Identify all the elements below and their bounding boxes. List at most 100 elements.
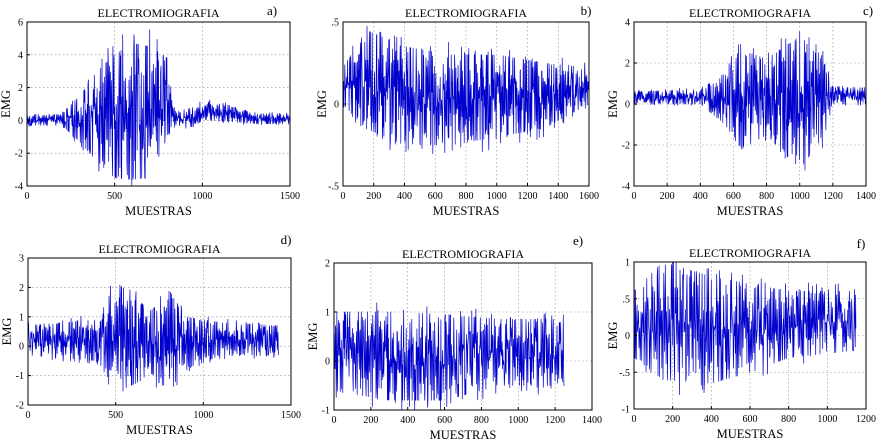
y-axis-label: EMG bbox=[606, 322, 620, 350]
y-tick-label: -1 bbox=[622, 405, 630, 416]
x-tick-label: 200 bbox=[660, 191, 675, 202]
y-tick-label: 0 bbox=[334, 100, 339, 111]
x-axis-label: MUESTRAS bbox=[433, 204, 500, 218]
emg-signal-line bbox=[342, 25, 590, 155]
y-tick-label: 1 bbox=[19, 312, 24, 323]
y-tick-label: 0 bbox=[625, 100, 630, 111]
y-tick-label: 2 bbox=[325, 259, 330, 270]
y-tick-label: -4 bbox=[622, 182, 630, 193]
x-tick-label: 1500 bbox=[281, 410, 301, 421]
panel-label: c) bbox=[863, 3, 873, 18]
x-tick-label: 400 bbox=[397, 191, 412, 202]
x-tick-label: 200 bbox=[366, 191, 381, 202]
panel-label: a) bbox=[267, 3, 277, 18]
x-tick-label: 0 bbox=[26, 410, 31, 421]
x-tick-label: 200 bbox=[363, 415, 378, 426]
y-tick-label: -.5 bbox=[328, 182, 339, 193]
chart-title: ELECTROMIOGRAFIA bbox=[98, 6, 220, 20]
chart-title: ELECTROMIOGRAFIA bbox=[689, 246, 811, 260]
x-tick-label: 1200 bbox=[856, 414, 876, 425]
y-tick-label: -2 bbox=[622, 141, 630, 152]
x-tick-label: 0 bbox=[25, 191, 30, 202]
x-axis-label: MUESTRAS bbox=[717, 204, 784, 218]
x-tick-label: 1200 bbox=[545, 415, 565, 426]
chart-title: ELECTROMIOGRAFIA bbox=[99, 242, 221, 256]
chart-title: ELECTROMIOGRAFIA bbox=[689, 6, 811, 20]
y-tick-label: 1 bbox=[625, 258, 630, 269]
chart-panel: 0 200 400 600 800 1000 1200 1400-1012ELECTROMIO… bbox=[306, 233, 602, 442]
x-axis-label: MUESTRAS bbox=[125, 204, 192, 218]
y-axis-label: EMG bbox=[0, 318, 14, 346]
y-tick-label: 1 bbox=[325, 308, 330, 319]
y-tick-label: 0 bbox=[18, 116, 23, 127]
y-tick-label: 2 bbox=[625, 59, 630, 70]
y-tick-label: 0 bbox=[325, 357, 330, 368]
x-tick-label: 500 bbox=[107, 191, 122, 202]
chart-panel: 0 200 400 600 800 1000 1200 -1 -.5 0 .5 1 ELECTROMIO… bbox=[606, 236, 876, 441]
x-tick-label: 1200 bbox=[518, 191, 538, 202]
plot-frame bbox=[27, 257, 292, 406]
chart-panel: 0 200 400 600 800 1000 1200 1400 -4 -2 0 2 4 ELECTROM… bbox=[606, 3, 876, 218]
chart-panel: 0 500 1000 1500 -2 -1 0 1 2 3 ELECTROMIOGRAFIA MUES… bbox=[0, 232, 301, 437]
y-tick-label: 4 bbox=[625, 18, 630, 29]
y-axis-label: EMG bbox=[0, 90, 13, 118]
x-tick-label: 1400 bbox=[582, 415, 602, 426]
x-tick-label: 600 bbox=[726, 191, 741, 202]
x-tick-label: 800 bbox=[759, 191, 774, 202]
emg-signal-line bbox=[26, 29, 290, 187]
x-axis-label: MUESTRAS bbox=[126, 423, 193, 437]
y-tick-label: 6 bbox=[18, 18, 23, 29]
emg-signal-line bbox=[27, 284, 279, 392]
x-tick-label: 1400 bbox=[548, 191, 568, 202]
plot-frame bbox=[26, 21, 291, 187]
x-tick-label: 600 bbox=[428, 191, 443, 202]
x-tick-label: 1600 bbox=[579, 191, 599, 202]
x-tick-label: 1500 bbox=[280, 191, 300, 202]
y-tick-label: 4 bbox=[18, 50, 23, 61]
y-tick-label: 0 bbox=[19, 342, 24, 353]
x-tick-label: 800 bbox=[459, 191, 474, 202]
y-tick-label: 0 bbox=[625, 331, 630, 342]
y-tick-label: 2 bbox=[18, 83, 23, 94]
x-axis-label: MUESTRAS bbox=[717, 427, 784, 441]
panel-label: e) bbox=[573, 233, 583, 248]
emg-signal-line bbox=[333, 302, 565, 411]
x-tick-label: 200 bbox=[665, 414, 680, 425]
y-tick-label: -4 bbox=[15, 182, 23, 193]
y-axis-label: EMG bbox=[606, 90, 620, 118]
x-tick-label: 0 bbox=[632, 191, 637, 202]
chart-title: ELECTROMIOGRAFIA bbox=[402, 247, 524, 261]
x-tick-label: 1000 bbox=[487, 191, 507, 202]
x-tick-label: 800 bbox=[781, 414, 796, 425]
panel-label: f) bbox=[857, 236, 866, 251]
y-tick-label: -1 bbox=[322, 406, 330, 417]
emg-signal-line bbox=[633, 31, 866, 171]
plot-frame bbox=[333, 262, 593, 411]
x-tick-label: 400 bbox=[704, 414, 719, 425]
x-tick-label: 1000 bbox=[192, 191, 212, 202]
y-axis-label: EMG bbox=[315, 90, 329, 118]
chart-panel: 0 200 400 600 800 1000 1200 1400 1600-.50.5ELECT… bbox=[315, 3, 599, 218]
y-axis-label: EMG bbox=[306, 323, 320, 351]
y-tick-label: .5 bbox=[623, 294, 631, 305]
x-tick-label: 1000 bbox=[508, 415, 528, 426]
chart-title: ELECTROMIOGRAFIA bbox=[405, 6, 527, 20]
y-tick-label: 3 bbox=[19, 254, 24, 265]
y-tick-label: -1 bbox=[16, 371, 24, 382]
panel-label: d) bbox=[281, 232, 292, 247]
x-tick-label: 0 bbox=[332, 415, 337, 426]
x-tick-label: 0 bbox=[341, 191, 346, 202]
x-tick-label: 400 bbox=[693, 191, 708, 202]
y-tick-label: -2 bbox=[15, 149, 23, 160]
panel-label: b) bbox=[581, 3, 592, 18]
y-tick-label: -2 bbox=[16, 401, 24, 412]
x-tick-label: 400 bbox=[400, 415, 415, 426]
x-axis-label: MUESTRAS bbox=[430, 428, 497, 442]
x-tick-label: 600 bbox=[743, 414, 758, 425]
chart-panel: 0 500 1000 1500 -4 -2 0 2 4 6 ELECTROMIOGRAFIA MUES… bbox=[0, 3, 300, 218]
y-tick-label: 2 bbox=[19, 283, 24, 294]
x-tick-label: 1000 bbox=[193, 410, 213, 421]
x-tick-label: 1000 bbox=[817, 414, 837, 425]
x-tick-label: 1400 bbox=[856, 191, 876, 202]
